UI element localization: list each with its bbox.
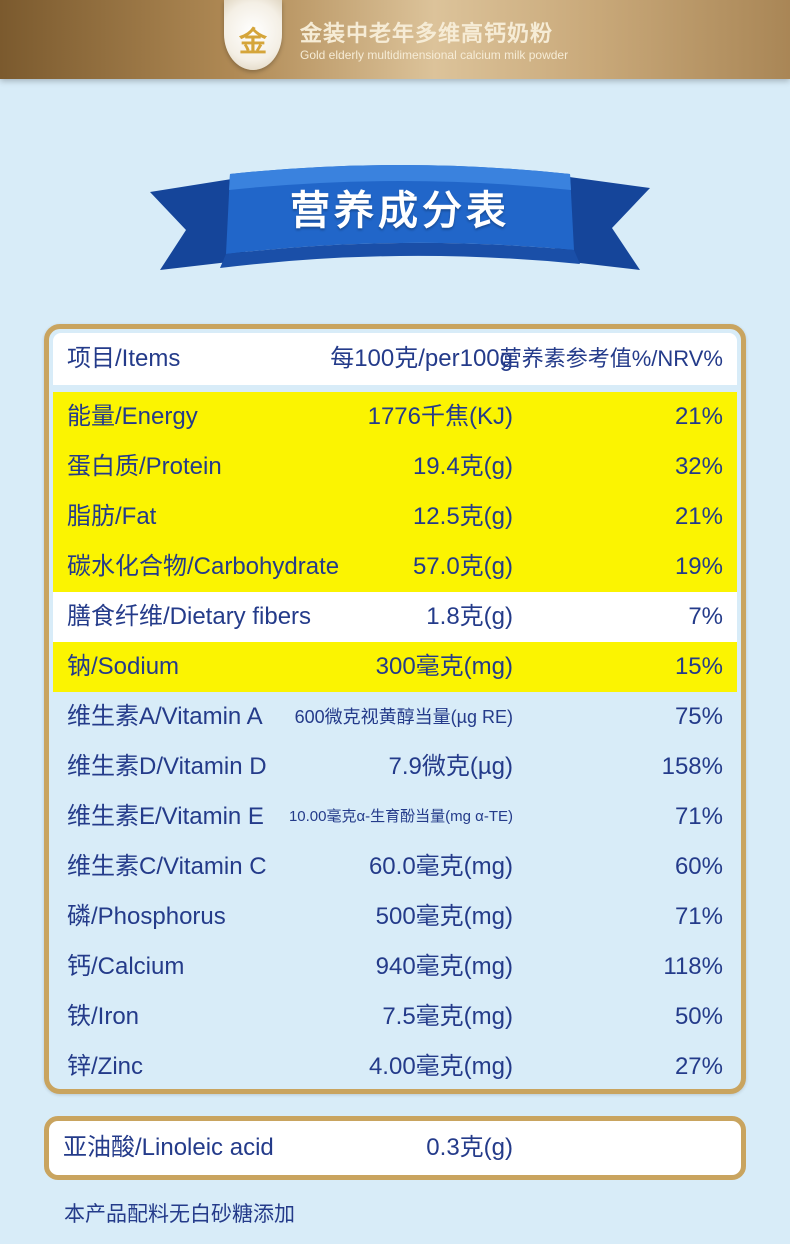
nutrition-table: 项目/Items 每100克/per100g 营养素参考值%/NRV% 能量/E… [44, 324, 746, 1094]
row-nrv: 50% [674, 1003, 723, 1030]
row-value: 600微克视黄醇当量(µg RE) [294, 707, 513, 727]
product-title-en: Gold elderly multidimensional calcium mi… [300, 48, 569, 62]
row-value: 57.0克(g) [412, 553, 513, 580]
row-name: 膳食纤维/Dietary fibers [67, 603, 312, 630]
row-nrv: 32% [674, 453, 723, 480]
gold-badge-char: 金 [238, 25, 267, 58]
row-value: 7.9微克(µg) [388, 753, 513, 780]
row-nrv: 15% [674, 653, 723, 680]
row-value: 7.5毫克(mg) [382, 1003, 513, 1030]
table-row: 膳食纤维/Dietary fibers 1.8克(g) 7% [53, 592, 737, 642]
table-row: 维生素E/Vitamin E 10.00毫克α-生育酚当量(mg α-TE) 7… [53, 792, 737, 842]
header-per100g: 每100克/per100g [330, 345, 513, 372]
ribbon-banner-icon [150, 165, 650, 270]
row-value: 500毫克(mg) [375, 903, 513, 930]
row-value: 10.00毫克α-生育酚当量(mg α-TE) [288, 808, 513, 825]
row-name: 钠/Sodium [67, 653, 180, 680]
row-nrv: 19% [674, 553, 723, 580]
linoleic-name: 亚油酸/Linoleic acid [63, 1134, 274, 1161]
table-row: 碳水化合物/Carbohydrate 57.0克(g) 19% [53, 542, 737, 592]
row-name: 钙/Calcium [67, 953, 185, 980]
table-header: 项目/Items 每100克/per100g 营养素参考值%/NRV% [53, 333, 737, 385]
table-row: 钙/Calcium 940毫克(mg) 118% [53, 942, 737, 992]
row-nrv: 158% [661, 753, 723, 780]
product-title-cn: 金装中老年多维高钙奶粉 [300, 21, 554, 46]
row-nrv: 75% [674, 703, 723, 730]
table-row: 维生素D/Vitamin D 7.9微克(µg) 158% [53, 742, 737, 792]
header-nrv: 营养素参考值%/NRV% [499, 346, 723, 371]
table-row: 能量/Energy 1776千焦(KJ) 21% [53, 392, 737, 442]
row-value: 1.8克(g) [426, 603, 513, 630]
table-row: 维生素A/Vitamin A 600微克视黄醇当量(µg RE) 75% [53, 692, 737, 742]
row-nrv: 21% [674, 503, 723, 530]
header-items: 项目/Items [67, 345, 181, 372]
sugar-free-note: 本产品配料无白砂糖添加 [64, 1203, 295, 1226]
row-name: 维生素C/Vitamin C [67, 853, 267, 880]
row-name: 蛋白质/Protein [67, 453, 222, 480]
row-name: 维生素D/Vitamin D [67, 753, 267, 780]
table-row: 锌/Zinc 4.00毫克(mg) 27% [53, 1042, 737, 1089]
row-name: 碳水化合物/Carbohydrate [67, 553, 340, 580]
row-value: 4.00毫克(mg) [368, 1053, 513, 1080]
table-row: 铁/Iron 7.5毫克(mg) 50% [53, 992, 737, 1042]
linoleic-value: 0.3克(g) [426, 1134, 513, 1161]
linoleic-acid-card: 亚油酸/Linoleic acid 0.3克(g) [44, 1116, 746, 1180]
milk-drop-icon [224, 0, 282, 70]
table-row: 维生素C/Vitamin C 60.0毫克(mg) 60% [53, 842, 737, 892]
row-nrv: 27% [674, 1053, 723, 1080]
row-name: 锌/Zinc [67, 1053, 144, 1080]
row-nrv: 21% [674, 403, 723, 430]
row-nrv: 118% [663, 953, 723, 980]
row-name: 铁/Iron [67, 1003, 140, 1030]
row-nrv: 71% [674, 903, 723, 930]
row-nrv: 71% [674, 803, 723, 830]
header-banner: 金 金装中老年多维高钙奶粉 Gold elderly multidimensio… [0, 0, 790, 79]
row-nrv: 7% [688, 603, 723, 630]
table-row: 蛋白质/Protein 19.4克(g) 32% [53, 442, 737, 492]
row-value: 940毫克(mg) [375, 953, 513, 980]
table-row: 钠/Sodium 300毫克(mg) 15% [53, 642, 737, 692]
row-name: 磷/Phosphorus [67, 903, 226, 930]
table-row: 脂肪/Fat 12.5克(g) 21% [53, 492, 737, 542]
row-name: 维生素E/Vitamin E [67, 803, 264, 830]
row-name: 能量/Energy [67, 403, 198, 430]
row-name: 维生素A/Vitamin A [67, 703, 263, 730]
row-name: 脂肪/Fat [67, 503, 157, 530]
row-value: 300毫克(mg) [375, 653, 513, 680]
row-value: 60.0毫克(mg) [368, 853, 513, 880]
row-value: 12.5克(g) [412, 503, 513, 530]
nutrition-table-title: 营养成分表 [290, 188, 510, 234]
row-nrv: 60% [674, 853, 723, 880]
row-value: 1776千焦(KJ) [367, 403, 513, 430]
row-value: 19.4克(g) [412, 453, 513, 480]
table-row: 磷/Phosphorus 500毫克(mg) 71% [53, 892, 737, 942]
